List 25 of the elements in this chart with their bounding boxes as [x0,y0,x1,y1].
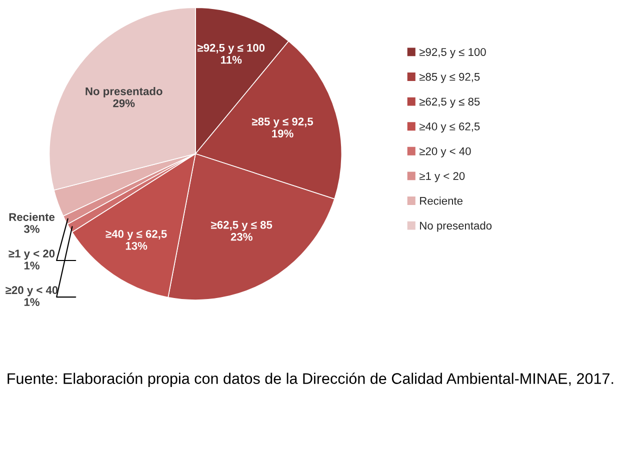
slice-label: ≥40 y ≤ 62,5 [106,230,167,240]
legend-label: ≥62,5 y ≤ 85 [420,98,480,108]
legend-label: ≥40 y ≤ 62,5 [420,122,480,133]
data-label: 3% [24,225,40,233]
slice-label: ≥85 y ≤ 92,5 [252,118,314,128]
slice-label: ≥1 y < 20 [8,250,55,260]
slice-label: ≥20 y < 40 [6,286,58,296]
source-note: Fuente: Elaboración propia con datos de la Dirección de Calidad Ambiental-MINAE, 2017. [8,372,614,387]
legend-label: No presentado [420,221,492,232]
slice-label: No presentado [86,87,162,98]
data-label: 11% [221,56,242,64]
slice-label: Reciente [9,212,55,221]
data-label: 1% [24,262,40,270]
slice-label: ≥62,5 y ≤ 85 [211,220,272,231]
legend-label: Reciente [420,196,463,205]
legend-label: ≥20 y < 40 [420,147,471,158]
data-label: 1% [24,298,40,306]
data-label: 19% [272,130,294,138]
data-label: 13% [126,242,148,250]
slice-label: ≥92,5 y ≤ 100 [198,44,265,54]
legend-label: ≥85 y ≤ 92,5 [420,72,480,83]
data-label: 29% [113,99,135,108]
legend-label: ≥92,5 y ≤ 100 [420,48,486,58]
data-label: 23% [230,232,252,241]
legend-label: ≥1 y < 20 [420,172,465,182]
